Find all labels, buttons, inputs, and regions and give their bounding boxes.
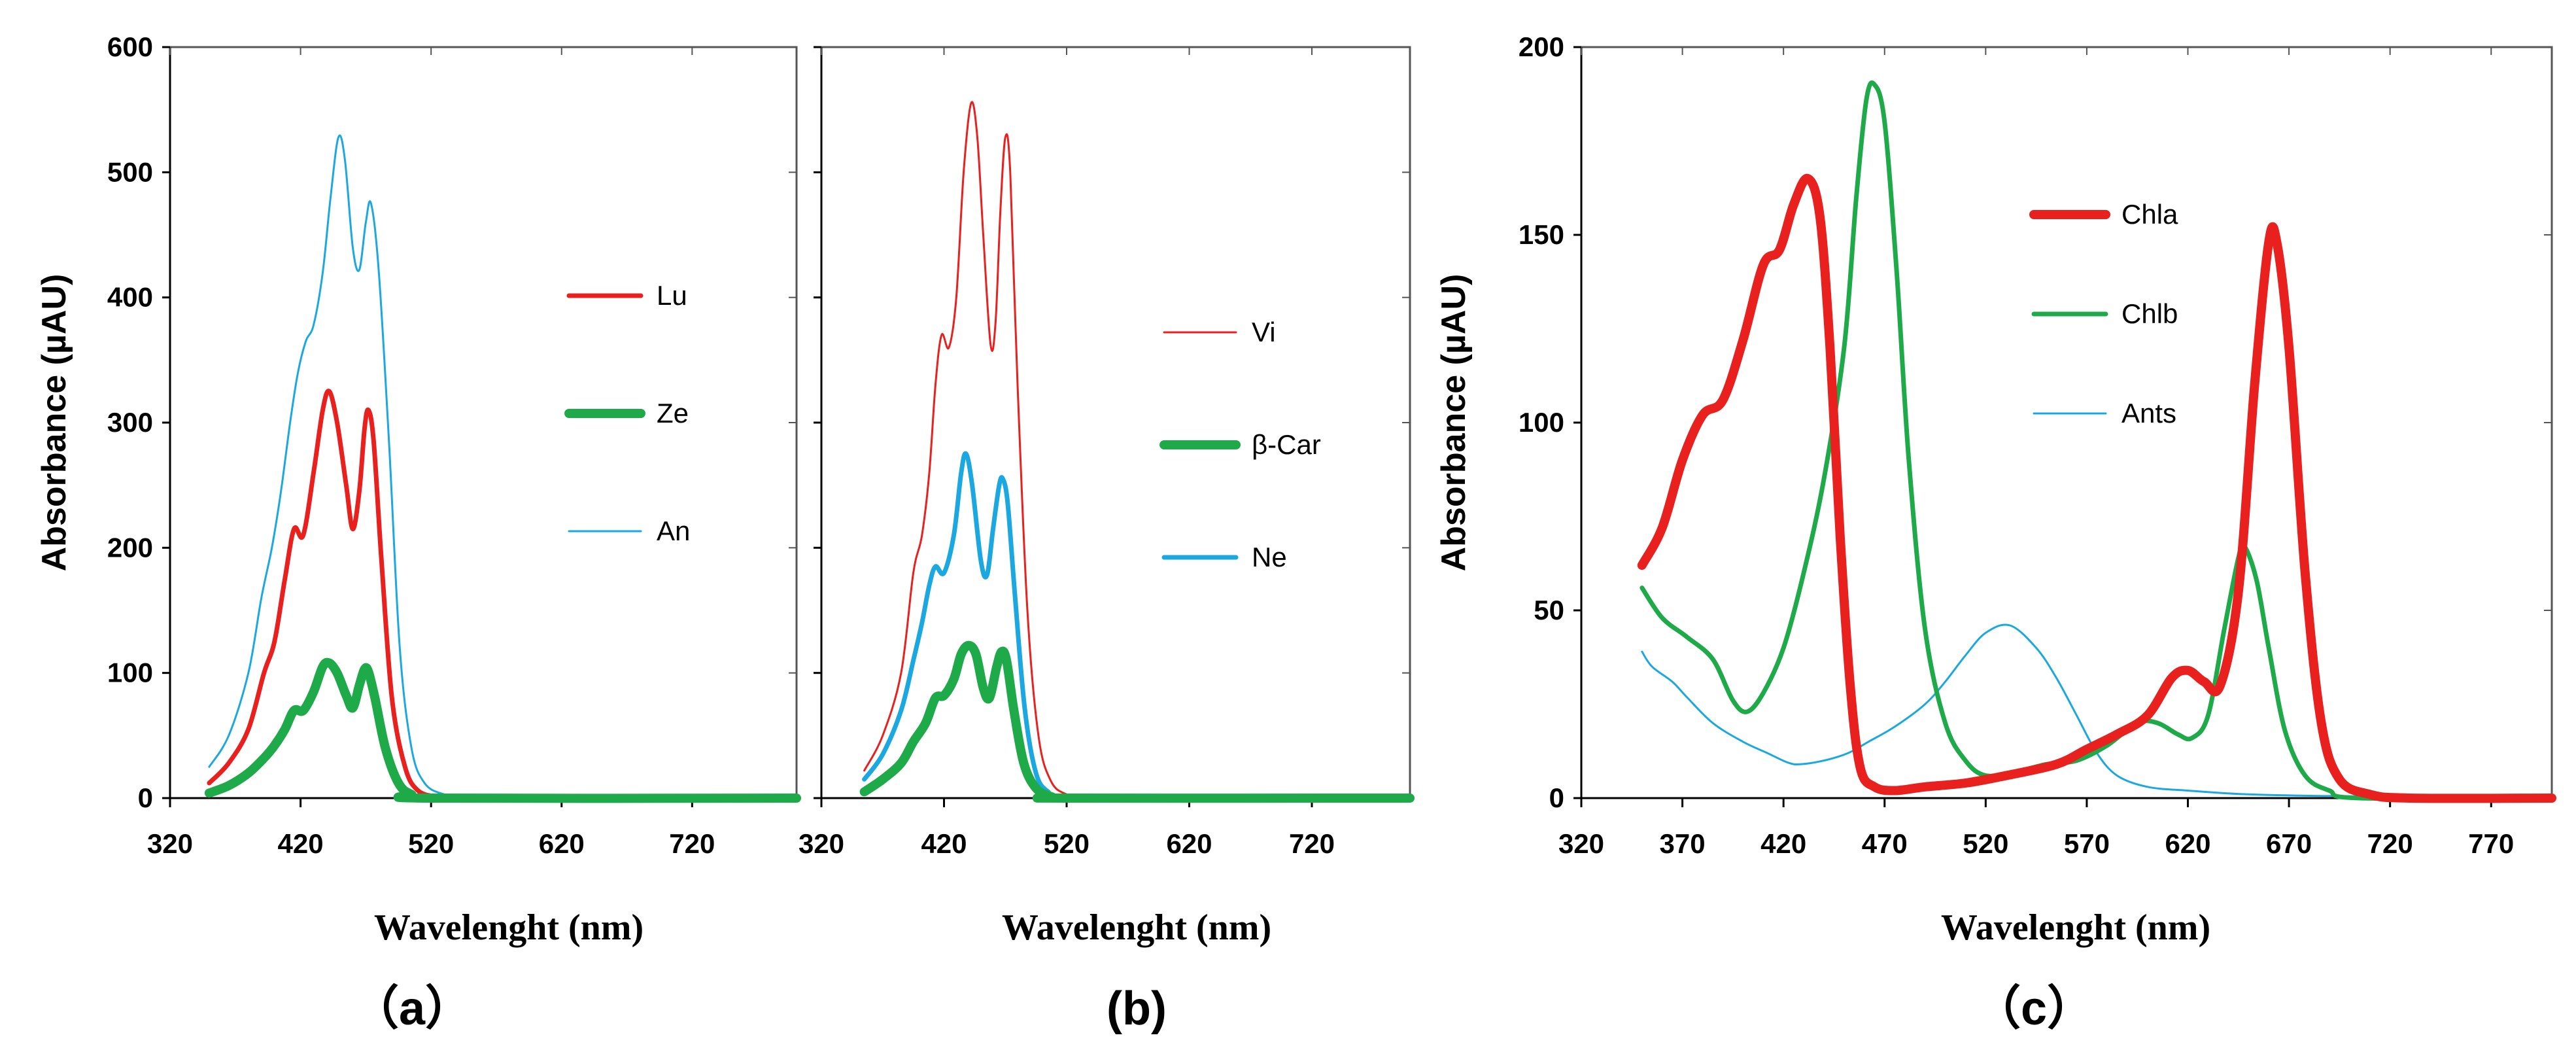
series-line-chlb <box>1640 80 2554 801</box>
panel-c-legend: Chla Chlb Ants <box>2029 199 2178 428</box>
series-line-chla <box>1637 173 2556 803</box>
panel-c-x-axis-title: Wavelenght (nm) <box>1941 907 2210 948</box>
x-tick-label: 620 <box>2165 828 2210 859</box>
y-tick-label: 100 <box>1519 407 1564 438</box>
legend-label: An <box>657 515 690 546</box>
panel-b: 320 420 520 620 720 Vi β-Car Ne Wavelenght (nm… <box>799 46 1415 1035</box>
series-line-ne <box>862 451 1413 801</box>
panel-a-x-axis-title: Wavelenght (nm) <box>374 907 644 948</box>
y-tick-label: 500 <box>107 156 153 187</box>
panel-a-y-axis-title: Absorbance (µAU) <box>35 274 73 572</box>
legend-label: Vi <box>1252 317 1276 347</box>
legend-label: Chlb <box>2121 298 2178 329</box>
panel-b-legend: Vi β-Car Ne <box>1159 317 1321 572</box>
x-tick-label: 420 <box>921 828 967 859</box>
series-line-car <box>859 640 1415 803</box>
x-tick-label: 470 <box>1862 828 1908 859</box>
panel-a: 320 420 520 620 720 0 100 200 300 400 500 600 Lu Ze A… <box>35 31 801 1035</box>
x-tick-label: 520 <box>1044 828 1090 859</box>
x-tick-label: 720 <box>2367 828 2413 859</box>
legend-label: Ze <box>657 398 689 428</box>
panel-a-plot-frame <box>169 46 798 799</box>
panel-a-label: （a） <box>352 983 472 1035</box>
y-tick-label: 200 <box>1519 31 1564 62</box>
x-tick-label: 770 <box>2468 828 2514 859</box>
x-tick-label: 420 <box>1760 828 1806 859</box>
legend-label: β-Car <box>1252 429 1321 460</box>
y-tick-label: 50 <box>1534 595 1564 625</box>
series-line-ze <box>204 657 801 803</box>
x-tick-label: 320 <box>147 828 193 859</box>
panel-b-x-axis-title: Wavelenght (nm) <box>1002 907 1271 948</box>
panel-b-series-group <box>859 101 1415 803</box>
panel-c: 320 370 420 470 520 570 620 670 720 770 0 50 100 150 2… <box>1435 31 2556 1035</box>
x-tick-label: 570 <box>2064 828 2110 859</box>
y-tick-label: 100 <box>107 657 153 688</box>
series-line-vi <box>863 101 1411 799</box>
y-tick-label: 150 <box>1519 219 1564 250</box>
panel-a-series-group <box>204 134 801 803</box>
x-tick-label: 320 <box>799 828 844 859</box>
y-tick-label: 0 <box>1549 782 1564 813</box>
panel-b-axes: 320 420 520 620 720 <box>799 46 1410 859</box>
x-tick-label: 720 <box>669 828 715 859</box>
legend-label: Ants <box>2121 398 2176 428</box>
x-tick-label: 620 <box>1166 828 1212 859</box>
x-tick-label: 620 <box>539 828 585 859</box>
legend-label: Lu <box>657 280 687 311</box>
panel-c-axes: 320 370 420 470 520 570 620 670 720 770 0 50 100 150 2… <box>1519 31 2552 859</box>
x-tick-label: 520 <box>408 828 454 859</box>
series-line-an <box>208 134 798 799</box>
panel-a-axes: 320 420 520 620 720 0 100 200 300 400 500 600 <box>107 31 797 859</box>
legend-label: Chla <box>2121 199 2178 230</box>
x-tick-label: 320 <box>1558 828 1604 859</box>
y-tick-label: 200 <box>107 532 153 563</box>
panel-b-label: (b) <box>1107 983 1167 1035</box>
x-tick-label: 670 <box>2266 828 2312 859</box>
y-tick-label: 600 <box>107 31 153 62</box>
legend-label: Ne <box>1252 542 1287 572</box>
series-line-lu <box>207 389 799 801</box>
y-tick-label: 0 <box>138 782 153 813</box>
panel-c-series-group <box>1637 80 2556 803</box>
series-line-ants <box>1641 623 2553 797</box>
panel-c-label: （c） <box>1974 983 2094 1035</box>
x-tick-label: 370 <box>1660 828 1706 859</box>
y-tick-label: 400 <box>107 282 153 313</box>
x-tick-label: 420 <box>278 828 324 859</box>
y-tick-label: 300 <box>107 407 153 438</box>
x-tick-label: 520 <box>1963 828 2008 859</box>
panel-c-y-axis-title: Absorbance (µAU) <box>1435 274 1473 572</box>
panel-a-legend: Lu Ze An <box>564 280 690 546</box>
x-tick-label: 720 <box>1289 828 1335 859</box>
